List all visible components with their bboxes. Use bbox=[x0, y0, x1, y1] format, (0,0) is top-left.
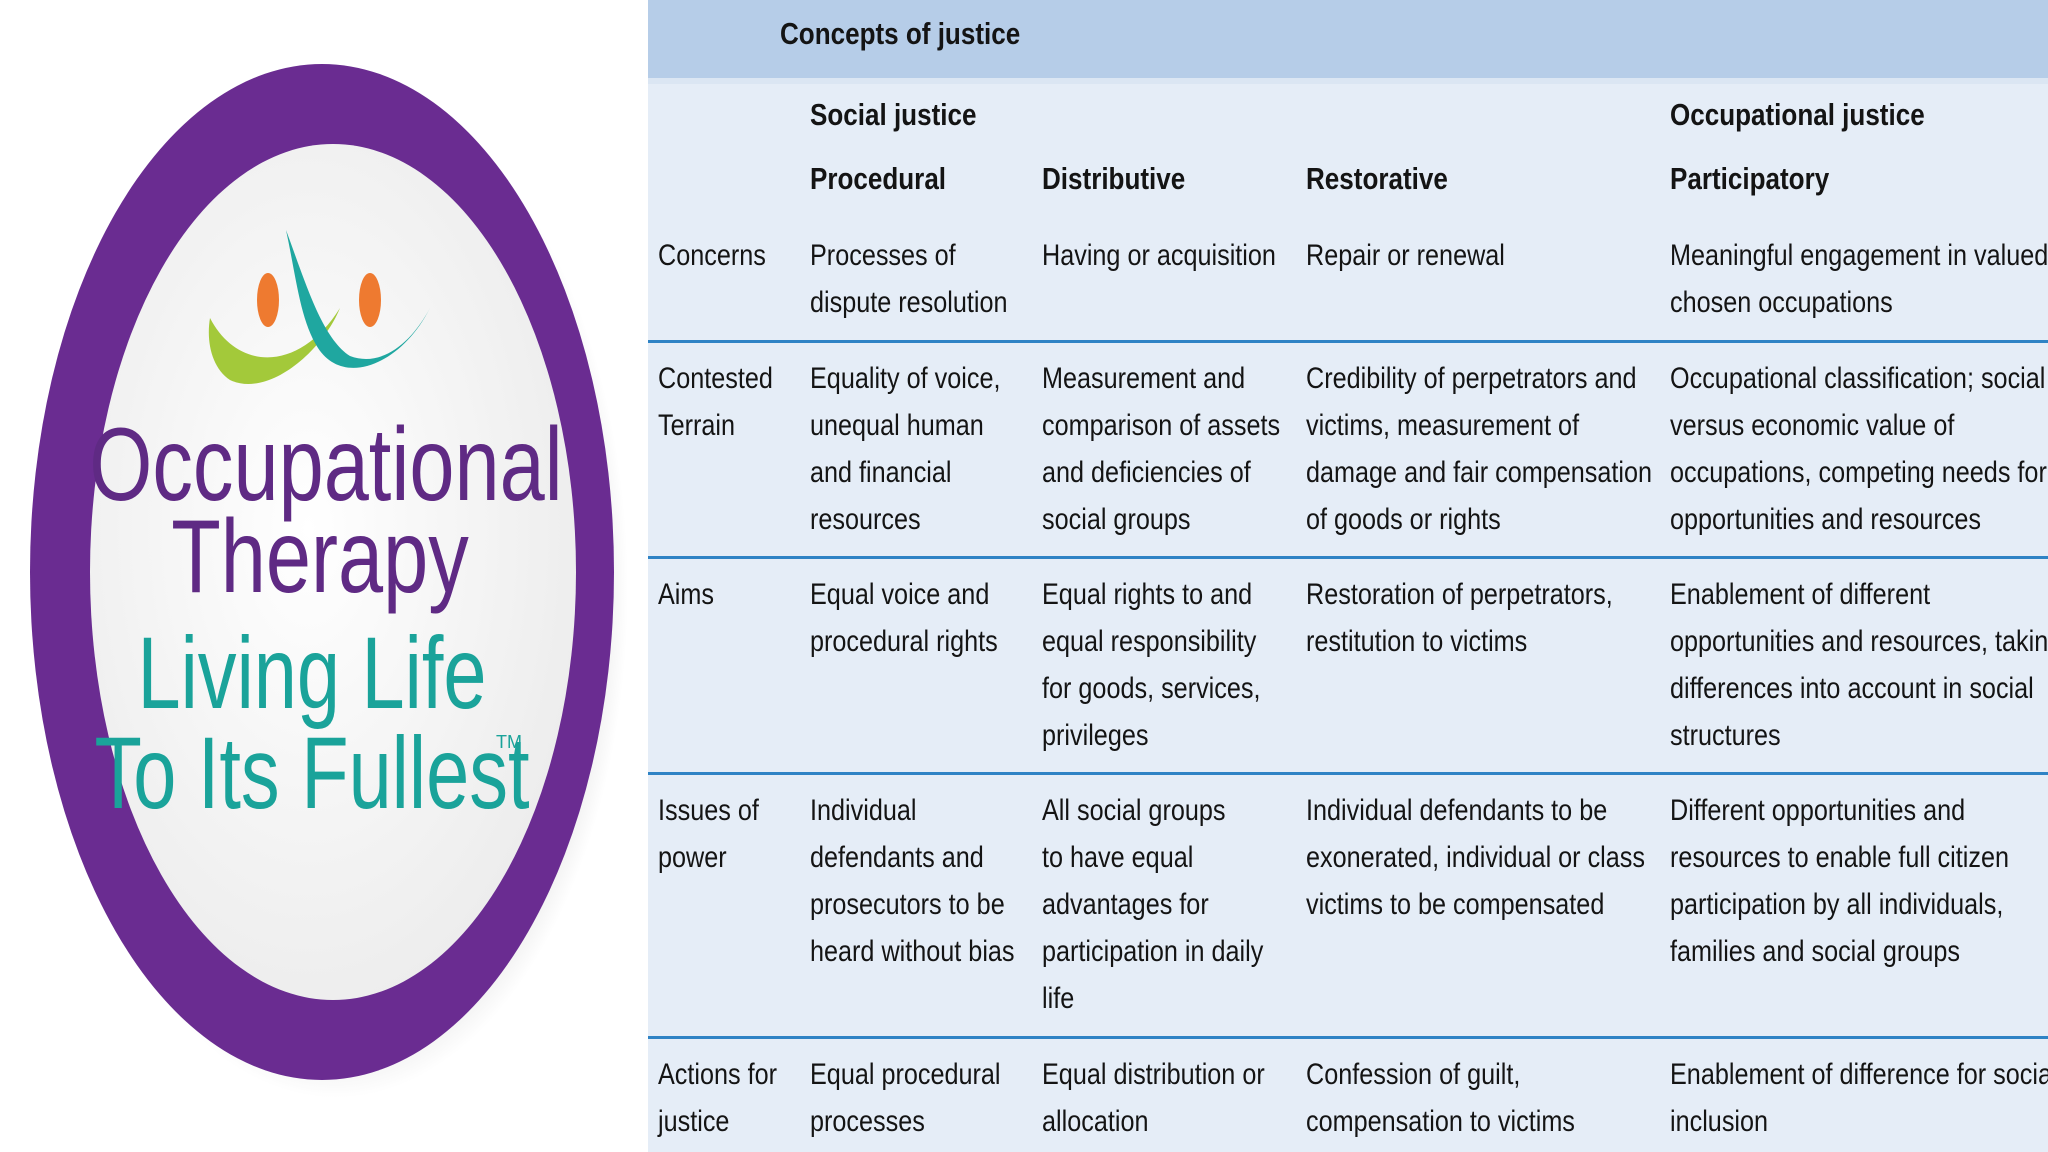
cell-aims-procedural: Equal voice and procedural rights bbox=[810, 578, 998, 658]
logo-trademark: TM bbox=[496, 732, 522, 752]
group-header-social-justice: Social justice bbox=[810, 97, 977, 132]
logo-inner-circle bbox=[90, 144, 576, 1000]
row-label-issues-of-power: Issues of power bbox=[658, 794, 759, 874]
cell-concerns-restorative: Repair or renewal bbox=[1306, 239, 1505, 272]
column-header-procedural: Procedural bbox=[810, 161, 947, 196]
group-header-occupational-justice: Occupational justice bbox=[1670, 97, 1925, 132]
logo-text-therapy: Therapy bbox=[171, 498, 469, 614]
cell-actions-participatory: Enablement of difference for social incl… bbox=[1670, 1058, 2048, 1138]
justice-concepts-table: Concepts of justice Social justice Occup… bbox=[648, 0, 2048, 1152]
row-divider bbox=[648, 556, 2048, 559]
logo-text-to-its-fullest: To Its Fullest bbox=[94, 717, 529, 831]
cell-actions-restorative: Confession of guilt, compensation to vic… bbox=[1306, 1058, 1575, 1138]
row-label-contested-terrain: Contested Terrain bbox=[658, 362, 773, 442]
logo-text-occupational: Occupational bbox=[89, 406, 562, 522]
row-label-actions-for-justice: Actions for justice bbox=[658, 1058, 778, 1138]
column-header-distributive: Distributive bbox=[1042, 161, 1186, 196]
cell-power-participatory: Different opportunities and resources to… bbox=[1670, 794, 2009, 968]
cell-contested-procedural: Equality of voice, unequal human and fin… bbox=[810, 362, 1001, 536]
row-label-aims: Aims bbox=[658, 578, 715, 611]
row-label-concerns: Concerns bbox=[658, 239, 766, 272]
table-title: Concepts of justice bbox=[780, 16, 1021, 51]
cell-contested-distributive: Measurement and comparison of assets and… bbox=[1042, 362, 1281, 536]
logo-wordmark: Occupational Therapy Living Life To Its … bbox=[89, 406, 562, 830]
cell-aims-participatory: Enablement of different opportunities an… bbox=[1670, 578, 2048, 752]
cell-contested-restorative: Credibility of perpetrators and victims,… bbox=[1306, 362, 1653, 536]
cell-actions-procedural: Equal procedural processes bbox=[810, 1058, 1001, 1138]
cell-aims-distributive: Equal rights to and equal responsibility… bbox=[1042, 578, 1261, 752]
cell-contested-participatory: Occupational classification; social vers… bbox=[1670, 362, 2047, 536]
cell-actions-distributive: Equal distribution or allocation bbox=[1042, 1058, 1265, 1138]
row-divider bbox=[648, 1036, 2048, 1039]
cell-power-procedural: Individual defendants and prosecutors to… bbox=[810, 794, 1015, 968]
ot-logo-graphic: Occupational Therapy Living Life To Its … bbox=[30, 64, 628, 1098]
column-header-restorative: Restorative bbox=[1306, 161, 1448, 196]
row-divider bbox=[648, 340, 2048, 343]
ot-logo: Occupational Therapy Living Life To Its … bbox=[0, 0, 648, 1152]
column-header-participatory: Participatory bbox=[1670, 161, 1830, 196]
cell-power-distributive: All social groups to have equal advantag… bbox=[1042, 794, 1264, 1015]
table-title-bar bbox=[648, 0, 2048, 78]
cell-power-restorative: Individual defendants to be exonerated, … bbox=[1306, 794, 1646, 921]
cell-concerns-distributive: Having or acquisition bbox=[1042, 239, 1276, 272]
cell-concerns-procedural: Processes of dispute resolution bbox=[810, 239, 1008, 319]
logo-text-living-life: Living Life bbox=[137, 617, 486, 731]
cell-concerns-participatory: Meaningful engagement in valued, chosen … bbox=[1670, 239, 2048, 319]
title-separator bbox=[648, 78, 2048, 84]
row-divider bbox=[648, 772, 2048, 775]
cell-aims-restorative: Restoration of perpetrators, restitution… bbox=[1306, 578, 1613, 658]
people-figures-icon bbox=[208, 230, 430, 385]
